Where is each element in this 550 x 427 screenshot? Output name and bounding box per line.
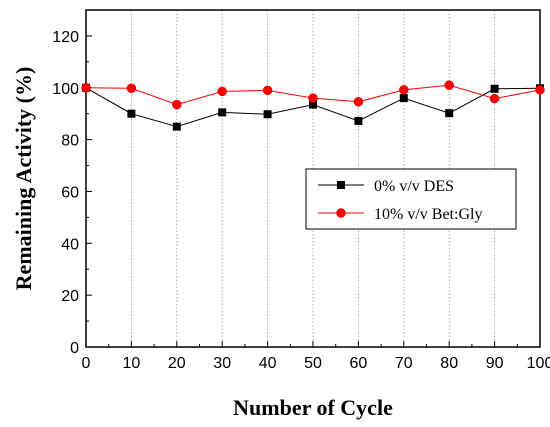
- legend-label-1: 10% v/v Bet:Gly: [374, 206, 482, 223]
- y-axis-title: Remaining Activity (%): [11, 67, 36, 291]
- legend-label-0: 0% v/v DES: [374, 178, 454, 195]
- data-series: [81, 80, 545, 131]
- data-point: [489, 93, 500, 104]
- data-point: [308, 93, 318, 103]
- legend-marker-circle: [336, 208, 346, 218]
- data-point: [399, 94, 408, 103]
- data-point: [490, 84, 499, 93]
- data-point: [309, 100, 317, 109]
- x-tick-label: 100: [527, 355, 550, 372]
- x-axis-title: Number of Cycle: [233, 395, 393, 420]
- y-tick-label: 20: [61, 288, 79, 305]
- data-point: [127, 109, 136, 118]
- y-tick-label: 0: [70, 340, 79, 357]
- data-point: [126, 83, 137, 94]
- y-tick-label: 40: [61, 236, 79, 253]
- data-point: [399, 85, 409, 95]
- legend: 0% v/v DES 10% v/v Bet:Gly: [305, 168, 517, 230]
- data-point: [81, 83, 91, 93]
- data-point: [535, 85, 545, 95]
- x-tick-label: 80: [440, 355, 458, 372]
- data-point: [218, 108, 227, 117]
- x-tick-label: 60: [350, 355, 368, 372]
- y-tick-label: 100: [52, 81, 79, 98]
- x-tick-label: 70: [395, 355, 413, 372]
- x-tick-label: 90: [486, 355, 504, 372]
- data-point: [217, 86, 227, 97]
- data-point: [444, 80, 454, 90]
- x-tick-label: 50: [304, 355, 322, 372]
- data-point: [172, 122, 181, 131]
- x-tick-label: 10: [123, 355, 141, 372]
- y-tick-label: 80: [61, 133, 79, 150]
- legend-box: [305, 168, 517, 230]
- legend-marker-square: [337, 181, 345, 189]
- data-point: [445, 109, 454, 118]
- x-tick-label: 40: [259, 355, 277, 372]
- series-1: [81, 80, 545, 110]
- x-tick-label: 30: [213, 355, 231, 372]
- data-point: [353, 97, 364, 107]
- data-point: [172, 99, 182, 110]
- data-point: [262, 85, 273, 96]
- data-point: [354, 116, 363, 125]
- x-tick-label: 0: [82, 355, 91, 372]
- axes: 0 10 20 30 40 50 60 70 80 90 100 0 20 40 60 80 100 120: [52, 29, 550, 372]
- y-tick-label: 120: [52, 29, 79, 46]
- x-tick-label: 20: [168, 355, 186, 372]
- data-point: [263, 110, 272, 119]
- y-tick-label: 60: [61, 184, 79, 201]
